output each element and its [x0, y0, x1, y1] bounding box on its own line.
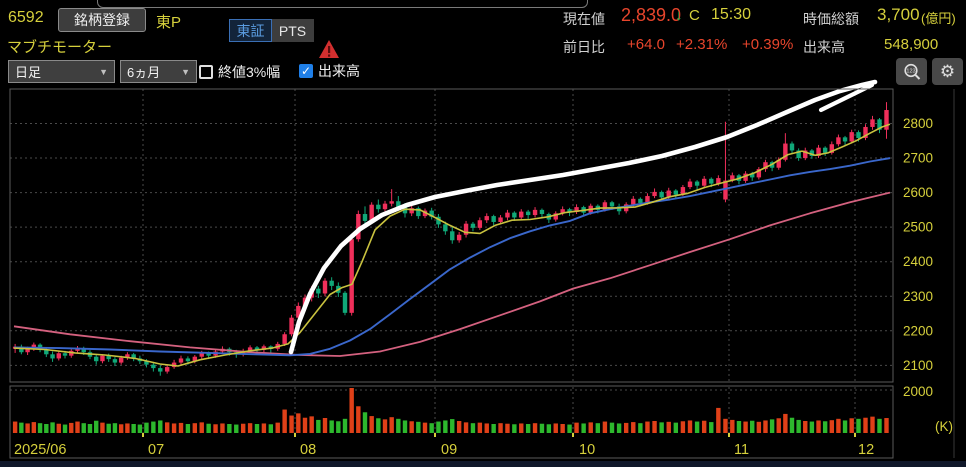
month-tick — [294, 433, 296, 437]
volume-bars — [12, 388, 889, 433]
svg-text:12: 12 — [858, 442, 874, 458]
tab-pts[interactable]: PTS — [272, 19, 314, 42]
settings-button[interactable]: ⚙ — [932, 58, 963, 85]
price-zoom-button[interactable]: 123 — [896, 58, 927, 85]
turnover-label: 出来高 — [803, 39, 845, 55]
checkbox-checked-icon[interactable]: ✓ — [299, 64, 313, 78]
grid-lines — [10, 89, 893, 433]
current-price-value: 2,839.0 — [621, 5, 682, 25]
x-axis-labels: 2025/06 07 08 09 10 11 12 — [14, 442, 874, 458]
ma-mid-line — [13, 157, 891, 357]
gear-icon: ⚙ — [939, 61, 956, 81]
ma-short-line — [13, 123, 891, 367]
svg-text:2025/06: 2025/06 — [14, 442, 66, 458]
period-value: 6ヵ月 — [127, 65, 161, 80]
svg-text:2600: 2600 — [903, 185, 933, 200]
trend-arrow-annotation — [288, 79, 878, 355]
svg-text:2400: 2400 — [903, 254, 933, 269]
svg-text:08: 08 — [300, 442, 316, 458]
close-flag: C — [689, 7, 700, 24]
panel-borders — [9, 88, 955, 459]
svg-text:123: 123 — [906, 68, 915, 74]
ma-long-line — [13, 191, 891, 357]
month-tick — [142, 433, 144, 437]
month-tick — [728, 433, 730, 437]
moving-average-lines — [13, 123, 891, 367]
quote-time: 15:30 — [711, 6, 752, 23]
market-cap-label: 時価総額 — [803, 11, 859, 27]
checkbox-volume[interactable]: ✓ 出来高 — [299, 61, 360, 81]
chevron-down-icon: ▼ — [181, 66, 190, 77]
market-badge: 東P — [156, 14, 182, 31]
svg-text:10: 10 — [579, 442, 595, 458]
svg-text:2500: 2500 — [903, 220, 933, 235]
svg-text:2300: 2300 — [903, 289, 933, 304]
turnover-value: 548,900 — [884, 36, 939, 53]
checkbox-close-band[interactable]: 終値3%幅 — [199, 62, 280, 82]
svg-text:09: 09 — [441, 442, 457, 458]
svg-text:2000: 2000 — [903, 384, 933, 399]
month-tick — [572, 433, 574, 437]
alert-icon[interactable] — [318, 39, 340, 59]
market-cap-value: 3,700 — [877, 5, 920, 24]
day-change-label: 前日比 — [563, 39, 605, 55]
extra-change-percent: +0.39% — [742, 36, 794, 53]
symbol-search-input[interactable] — [97, 0, 588, 8]
day-change-value: +64.0 — [627, 36, 665, 53]
month-tick — [854, 433, 856, 437]
chevron-down-icon: ▼ — [99, 66, 108, 77]
market-cap-unit: (億円) — [921, 11, 956, 26]
svg-text:11: 11 — [734, 442, 749, 458]
timeframe-select[interactable]: 日足 ▼ — [8, 60, 115, 83]
svg-text:2700: 2700 — [903, 151, 933, 166]
window-bottom-edge — [0, 461, 966, 467]
day-change-percent: +2.31% — [676, 36, 728, 53]
month-tick — [434, 433, 436, 437]
timeframe-value: 日足 — [15, 65, 42, 80]
candlesticks — [12, 102, 889, 376]
svg-text:2100: 2100 — [903, 358, 933, 373]
magnifier-123-icon: 123 — [903, 63, 920, 80]
svg-text:2800: 2800 — [903, 116, 933, 131]
tab-tse[interactable]: 東証 — [229, 19, 272, 42]
svg-text:2200: 2200 — [903, 323, 933, 338]
svg-text:07: 07 — [148, 442, 164, 458]
y-axis-labels: 2800 2700 2600 2500 2400 2300 2200 2100 2000 (K) — [903, 116, 953, 434]
checkbox-close-band-label: 終値3%幅 — [218, 64, 281, 80]
svg-text:(K): (K) — [935, 419, 953, 434]
register-symbol-button[interactable]: 銘柄登録 — [58, 8, 146, 32]
period-select[interactable]: 6ヵ月 ▼ — [120, 60, 197, 83]
checkbox-unchecked-icon[interactable] — [199, 65, 213, 79]
exchange-toggle: 東証 PTS — [229, 19, 314, 42]
checkbox-volume-label: 出来高 — [318, 63, 360, 79]
stock-code: 6592 — [8, 9, 44, 26]
tick-down-arrow-icon: ↓ — [675, 7, 683, 24]
current-price-label: 現在値 — [563, 11, 605, 27]
stock-name: マブチモーター — [7, 39, 113, 56]
